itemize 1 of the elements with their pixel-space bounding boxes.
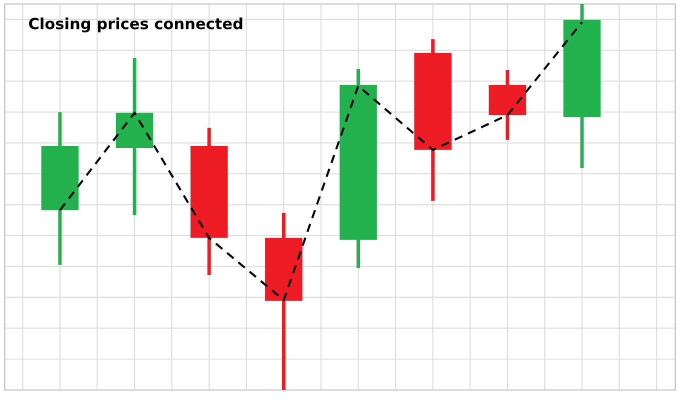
text: Closing prices connected [28, 18, 242, 32]
